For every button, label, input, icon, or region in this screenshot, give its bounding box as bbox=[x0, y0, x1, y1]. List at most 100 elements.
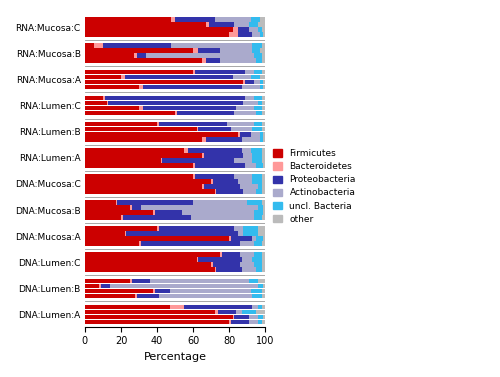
Bar bbox=[211, 262, 213, 267]
Bar bbox=[104, 96, 246, 100]
Bar bbox=[85, 70, 193, 74]
Bar bbox=[250, 17, 260, 22]
Bar bbox=[264, 132, 265, 136]
Bar bbox=[85, 127, 196, 132]
Bar bbox=[258, 284, 264, 288]
Bar bbox=[262, 28, 265, 32]
Bar bbox=[85, 32, 229, 37]
Bar bbox=[240, 253, 254, 257]
Bar bbox=[141, 205, 258, 210]
Bar bbox=[202, 137, 205, 141]
Bar bbox=[242, 268, 256, 272]
Bar bbox=[157, 226, 159, 231]
Bar bbox=[240, 241, 254, 246]
Bar bbox=[246, 163, 256, 168]
Bar bbox=[252, 43, 262, 48]
Bar bbox=[238, 231, 244, 236]
Bar bbox=[85, 148, 184, 153]
Bar bbox=[132, 279, 150, 283]
Bar bbox=[220, 253, 222, 257]
Bar bbox=[258, 226, 265, 231]
X-axis label: Percentage: Percentage bbox=[144, 352, 206, 362]
Bar bbox=[85, 28, 233, 32]
Bar bbox=[260, 80, 264, 84]
Bar bbox=[85, 101, 106, 105]
Bar bbox=[252, 158, 262, 162]
Bar bbox=[231, 236, 252, 241]
Bar bbox=[155, 289, 170, 293]
Bar bbox=[254, 241, 262, 246]
Bar bbox=[244, 80, 246, 84]
Bar bbox=[85, 200, 116, 205]
Bar bbox=[85, 111, 175, 115]
Bar bbox=[262, 174, 265, 179]
Bar bbox=[139, 84, 142, 89]
Bar bbox=[262, 122, 265, 126]
Bar bbox=[249, 279, 258, 283]
Bar bbox=[246, 80, 254, 84]
Bar bbox=[231, 127, 252, 132]
Bar bbox=[85, 179, 211, 184]
Bar bbox=[262, 320, 265, 324]
Bar bbox=[85, 84, 139, 89]
Bar bbox=[254, 253, 262, 257]
Bar bbox=[262, 54, 265, 58]
Bar bbox=[264, 315, 265, 319]
Bar bbox=[85, 132, 238, 136]
Bar bbox=[175, 111, 177, 115]
Bar bbox=[220, 58, 256, 63]
Bar bbox=[240, 262, 254, 267]
Bar bbox=[136, 294, 137, 298]
Bar bbox=[262, 184, 265, 189]
Bar bbox=[85, 226, 157, 231]
Bar bbox=[159, 294, 252, 298]
Bar bbox=[232, 315, 234, 319]
Bar bbox=[234, 111, 256, 115]
Bar bbox=[196, 257, 198, 262]
Bar bbox=[262, 111, 265, 115]
Bar bbox=[260, 84, 264, 89]
Bar bbox=[85, 289, 154, 293]
Bar bbox=[172, 43, 252, 48]
Bar bbox=[124, 231, 126, 236]
Bar bbox=[126, 231, 238, 236]
Bar bbox=[262, 294, 265, 298]
Bar bbox=[85, 158, 160, 162]
Bar bbox=[85, 17, 172, 22]
Bar bbox=[134, 54, 137, 58]
Bar bbox=[216, 268, 242, 272]
Bar bbox=[242, 84, 260, 89]
Bar bbox=[240, 184, 258, 189]
Bar bbox=[262, 215, 265, 220]
Bar bbox=[258, 28, 262, 32]
Bar bbox=[254, 106, 262, 110]
Bar bbox=[242, 257, 252, 262]
Bar bbox=[252, 32, 260, 37]
Bar bbox=[222, 253, 240, 257]
Bar bbox=[216, 189, 244, 194]
Bar bbox=[234, 315, 249, 319]
Bar bbox=[198, 127, 231, 132]
Bar bbox=[262, 305, 265, 310]
Bar bbox=[103, 43, 172, 48]
Bar bbox=[157, 122, 159, 126]
Bar bbox=[252, 153, 262, 158]
Bar bbox=[85, 310, 214, 314]
Bar bbox=[85, 305, 170, 310]
Bar bbox=[249, 320, 258, 324]
Bar bbox=[110, 284, 258, 288]
Bar bbox=[244, 153, 252, 158]
Bar bbox=[193, 174, 195, 179]
Bar bbox=[85, 262, 211, 267]
Bar bbox=[206, 137, 242, 141]
Bar bbox=[254, 210, 264, 215]
Bar bbox=[85, 320, 229, 324]
Bar bbox=[258, 279, 265, 283]
Bar bbox=[220, 49, 252, 53]
Bar bbox=[85, 54, 134, 58]
Bar bbox=[256, 163, 264, 168]
Bar bbox=[262, 253, 265, 257]
Bar bbox=[85, 284, 100, 288]
Bar bbox=[154, 210, 155, 215]
Bar bbox=[85, 80, 243, 84]
